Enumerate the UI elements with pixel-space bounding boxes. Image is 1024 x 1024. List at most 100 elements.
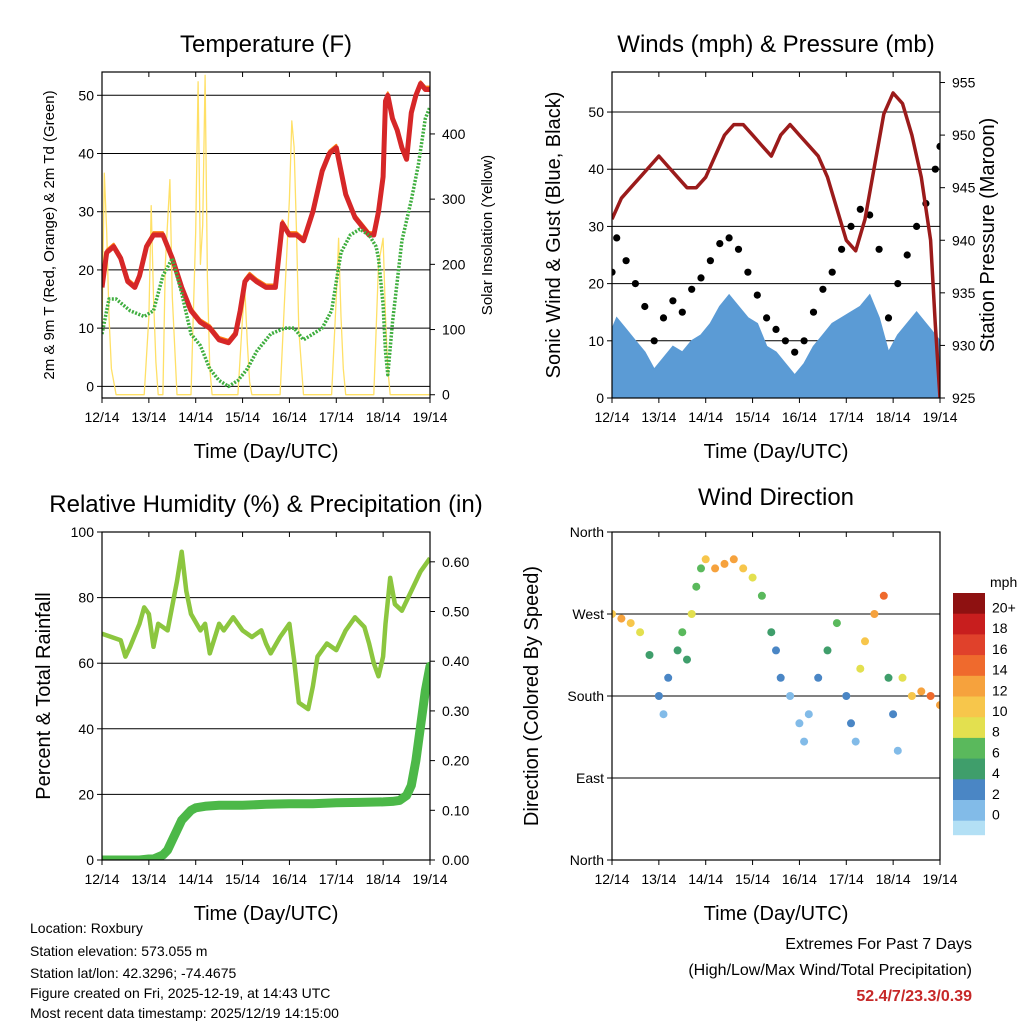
gust-point xyxy=(772,325,780,333)
speed-legend-swatch xyxy=(953,820,985,836)
extremes-subtitle: (High/Low/Max Wind/Total Precipitation) xyxy=(688,962,972,979)
wind_direction-xtick-label: 15/14 xyxy=(735,871,770,887)
temperature-ylabel-right: Solar Insolation (Yellow) xyxy=(479,155,496,315)
humidity-plot-border xyxy=(101,531,431,861)
direction-point xyxy=(692,582,701,591)
temperature-xlabel: Time (Day/UTC) xyxy=(194,441,339,463)
speed-legend-label: 20+ xyxy=(992,600,1016,616)
winds-ytick-label: 50 xyxy=(588,104,604,120)
gust-point xyxy=(659,314,668,322)
humidity-xtick-label: 16/14 xyxy=(272,871,307,887)
temperature-ylabel: 2m & 9m T (Red, Orange) & 2m Td (Green) xyxy=(41,90,58,379)
wind_direction-ylabel: Direction (Colored By Speed) xyxy=(521,566,543,826)
direction-point xyxy=(823,646,832,655)
humidity-ytick-label: 100 xyxy=(71,524,95,540)
temperature-ytick-label: 50 xyxy=(78,87,94,103)
gust-point xyxy=(838,245,846,253)
winds-panel: Winds (mph) & Pressure (mb) 0 10 20 30 40 50 92… xyxy=(543,31,999,463)
wind_direction-xtick-label: 16/14 xyxy=(782,871,817,887)
gust-point xyxy=(697,274,705,282)
gust-point xyxy=(781,337,790,345)
winds-ytick-right-label: 945 xyxy=(952,180,976,196)
speed-legend-title: mph xyxy=(990,574,1017,590)
humidity-ytick-label: 80 xyxy=(78,590,94,606)
wind_direction-ytick-label: South xyxy=(567,688,604,704)
direction-point xyxy=(832,619,841,628)
humidity-xtick-label: 18/14 xyxy=(366,871,401,887)
direction-point xyxy=(626,619,635,628)
wind_direction-xtick-label: 19/14 xyxy=(922,871,957,887)
humidity-ylabel: Percent & Total Rainfall xyxy=(33,592,55,800)
footer-created: Figure created on Fri, 2025-12-19, at 14… xyxy=(30,985,331,1001)
extremes-title: Extremes For Past 7 Days xyxy=(785,936,972,953)
gust-point xyxy=(688,285,696,293)
winds-ytick-right-label: 950 xyxy=(952,127,976,143)
wind_direction-xlabel: Time (Day/UTC) xyxy=(704,903,849,925)
gust-point xyxy=(734,245,743,253)
humidity-xtick-label: 14/14 xyxy=(178,871,213,887)
wind_direction-ytick-label: West xyxy=(572,606,604,622)
direction-point xyxy=(617,614,626,623)
direction-point xyxy=(804,710,813,719)
wind_direction-panel: Wind Direction North East South West North 12/… xyxy=(521,484,958,925)
winds-xtick-label: 16/14 xyxy=(782,409,817,425)
direction-point xyxy=(711,564,720,573)
direction-point xyxy=(898,673,907,682)
speed-legend-label: 10 xyxy=(992,703,1008,719)
speed-legend-swatch xyxy=(953,696,985,718)
speed-legend-label: 16 xyxy=(992,641,1008,657)
direction-point xyxy=(893,746,902,755)
speed-legend-swatch xyxy=(953,758,985,780)
temperature-xtick-label: 16/14 xyxy=(272,409,307,425)
footer-recent-timestamp: Most recent data timestamp: 2025/12/19 1… xyxy=(30,1005,339,1021)
temperature-xtick-label: 14/14 xyxy=(178,409,213,425)
direction-point xyxy=(776,673,785,682)
series-2m-td xyxy=(102,106,430,389)
winds-ytick-right-label: 930 xyxy=(952,337,976,353)
winds-ytick-right-label: 955 xyxy=(952,75,976,91)
series-2m-t xyxy=(102,81,430,346)
humidity-xtick-label: 17/14 xyxy=(319,871,354,887)
footer-latlon: Station lat/lon: 42.3296; -74.4675 xyxy=(30,965,237,981)
gust-point xyxy=(800,337,808,345)
temperature-xtick-label: 12/14 xyxy=(84,409,119,425)
winds-ylabel: Sonic Wind & Gust (Blue, Black) xyxy=(543,92,565,379)
temperature-title: Temperature (F) xyxy=(180,31,352,58)
extremes-value: 52.4/7/23.3/0.39 xyxy=(856,988,972,1005)
speed-legend-swatch xyxy=(953,675,985,697)
gust-point xyxy=(753,291,761,299)
winds-ytick-label: 20 xyxy=(588,276,604,292)
gust-point xyxy=(716,240,724,248)
direction-point xyxy=(879,591,888,600)
direction-point xyxy=(936,701,940,710)
gust-point xyxy=(847,222,855,230)
temperature-ytick-right-label: 300 xyxy=(442,191,466,207)
gust-point xyxy=(706,257,715,265)
humidity-xtick-label: 13/14 xyxy=(131,871,166,887)
temperature-ytick-right-label: 200 xyxy=(442,256,466,272)
wind_direction-plot-border xyxy=(611,531,941,861)
series-solar-insolation xyxy=(102,74,430,396)
series-relative-humidity xyxy=(102,549,430,712)
series-wind xyxy=(612,293,940,398)
direction-point xyxy=(856,664,865,673)
humidity-xtick-label: 15/14 xyxy=(225,871,260,887)
gust-point xyxy=(612,268,616,276)
direction-point xyxy=(884,673,893,682)
direction-point xyxy=(757,591,766,600)
gust-point xyxy=(936,142,940,150)
direction-point xyxy=(659,710,668,719)
direction-point xyxy=(739,564,748,573)
direction-point xyxy=(842,692,851,700)
temperature-ytick-right-label: 400 xyxy=(442,126,466,142)
direction-point xyxy=(673,646,682,655)
temperature-panel: Temperature (F) 0 10 20 30 40 50 0 100 200 300 400 1… xyxy=(41,31,496,463)
humidity-ytick-right-label: 0.30 xyxy=(442,703,469,719)
wind_direction-xtick-label: 17/14 xyxy=(829,871,864,887)
winds-ytick-right-label: 940 xyxy=(952,232,976,248)
speed-legend-swatch xyxy=(953,717,985,739)
winds-ytick-right-label: 925 xyxy=(952,390,976,406)
direction-point xyxy=(814,673,823,682)
direction-point xyxy=(678,628,687,637)
